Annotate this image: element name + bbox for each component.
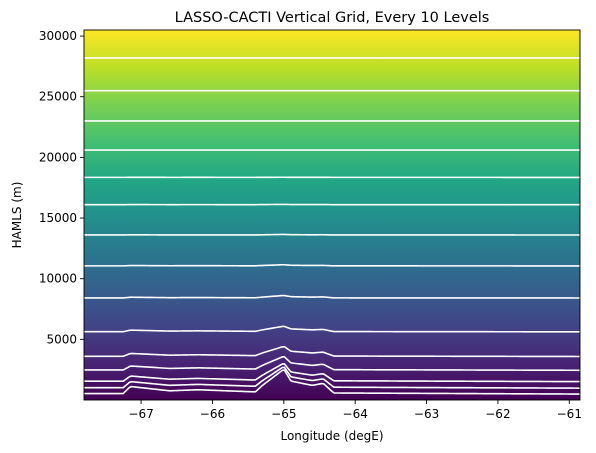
y-tick-label: 25000 (39, 90, 77, 104)
x-axis: −67 −66 −65 −64 −63 −62 −61 (128, 400, 582, 421)
x-tick-label: −64 (343, 407, 368, 421)
level-line (84, 363, 580, 383)
y-axis: 5000 10000 15000 20000 25000 30000 (39, 29, 84, 346)
level-line (84, 233, 580, 236)
y-tick-label: 20000 (39, 150, 77, 164)
level-line (84, 294, 580, 299)
y-tick-label: 30000 (39, 29, 77, 43)
level-line (84, 325, 580, 333)
level-line (84, 369, 580, 395)
y-tick-label: 5000 (46, 332, 77, 346)
y-axis-label: HAMLS (m) (10, 182, 24, 249)
y-tick-label: 10000 (39, 272, 77, 286)
chart-title: LASSO-CACTI Vertical Grid, Every 10 Leve… (175, 10, 490, 26)
y-tick-label: 15000 (39, 211, 77, 225)
x-tick-label: −67 (128, 407, 153, 421)
level-line (84, 356, 580, 372)
plot-frame (83, 29, 581, 401)
x-tick-label: −65 (271, 407, 296, 421)
x-tick-label: −61 (557, 407, 582, 421)
x-tick-label: −62 (485, 407, 510, 421)
level-lines (84, 57, 580, 395)
plot-background-gradient (84, 30, 580, 400)
level-line (84, 263, 580, 267)
x-tick-label: −66 (200, 407, 225, 421)
level-line (84, 346, 580, 358)
level-line (84, 366, 580, 389)
x-tick-label: −63 (414, 407, 439, 421)
x-axis-label: Longitude (degE) (280, 429, 383, 443)
